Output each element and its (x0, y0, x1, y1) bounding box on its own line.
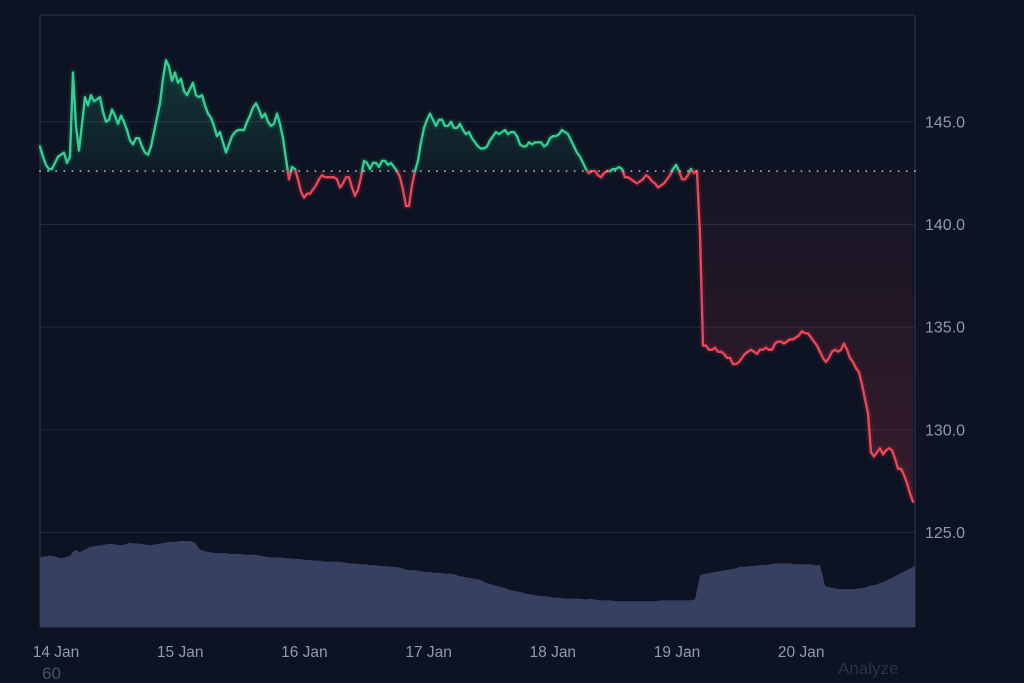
x-tick-label: 19 Jan (654, 644, 701, 661)
price-line-up-segment (608, 165, 624, 173)
y-tick-label: 125.0 (925, 525, 965, 542)
y-tick-label: 135.0 (925, 320, 965, 337)
price-line-down-segment (677, 169, 692, 181)
x-tick-label: 18 Jan (530, 644, 577, 661)
y-tick-label: 140.0 (925, 217, 965, 234)
price-line-down-segment (294, 169, 364, 199)
price-line-down-segment (621, 169, 674, 189)
price-line-up-segment (38, 58, 289, 173)
price-line-down-segment (286, 169, 293, 181)
volume-area (39, 541, 915, 627)
price-area-above-baseline (39, 60, 288, 172)
price-line-up-segment (360, 159, 399, 173)
analyze-button[interactable]: Analyze (838, 659, 899, 678)
bottom-left-label: 60 (42, 664, 61, 683)
price-line-down-segment (395, 169, 417, 208)
x-tick-label: 17 Jan (405, 644, 452, 661)
price-line-down-segment (691, 169, 915, 503)
price-line-down-segment (586, 169, 612, 179)
price-area-below-baseline (692, 171, 913, 502)
price-area-below-baseline (622, 171, 672, 188)
y-tick-label: 130.0 (925, 422, 965, 439)
x-tick-label: 14 Jan (33, 644, 80, 661)
x-tick-label: 20 Jan (778, 644, 825, 661)
y-tick-label: 145.0 (925, 114, 965, 131)
x-tick-label: 15 Jan (157, 644, 204, 661)
x-tick-label: 16 Jan (281, 644, 328, 661)
price-line-up-segment (413, 112, 589, 173)
price-line-up-segment (670, 163, 681, 173)
